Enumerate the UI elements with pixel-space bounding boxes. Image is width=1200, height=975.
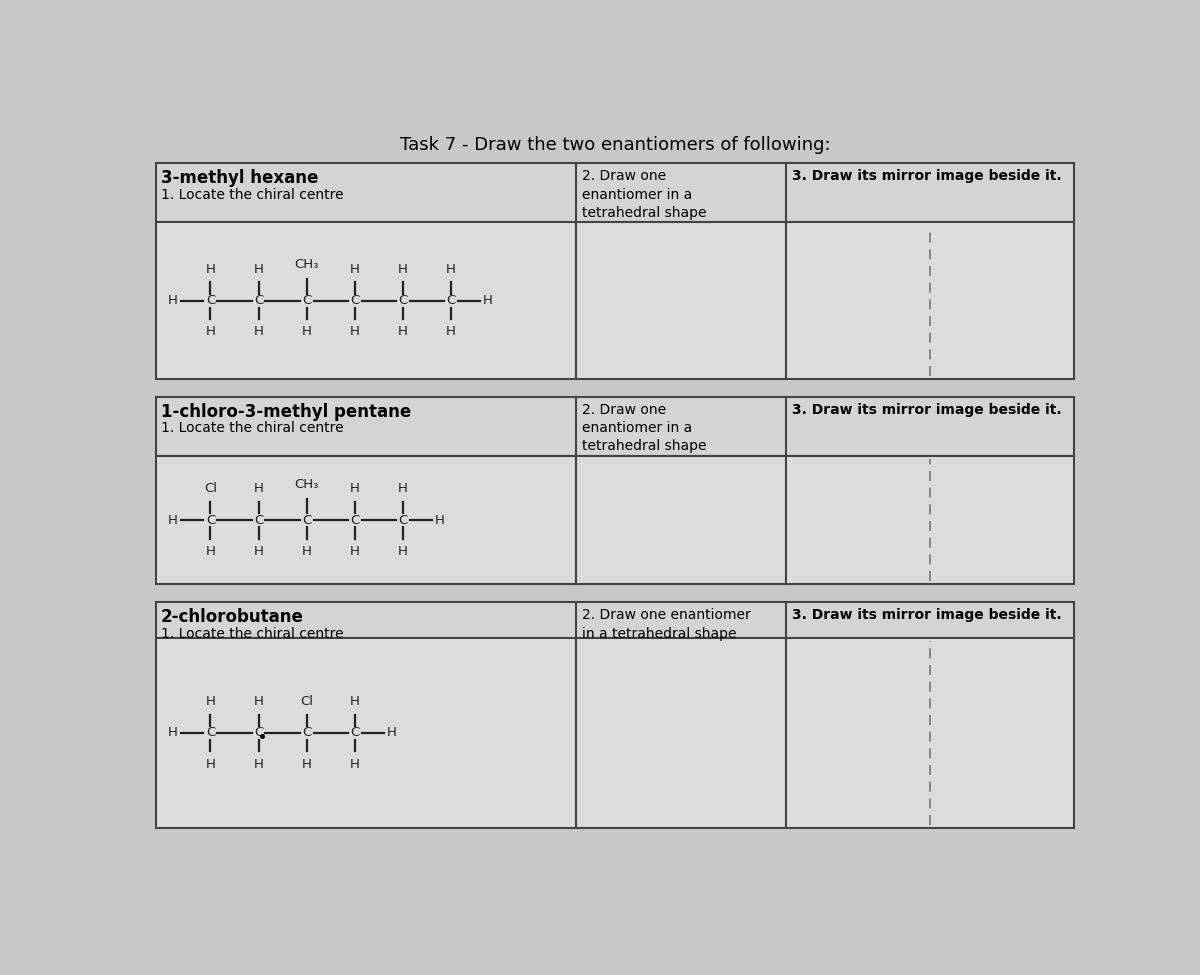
Text: C: C bbox=[254, 514, 263, 526]
Text: H: H bbox=[445, 263, 456, 276]
Text: C: C bbox=[302, 294, 311, 307]
Text: H: H bbox=[397, 483, 408, 495]
Bar bbox=[156, 222, 576, 379]
Text: H: H bbox=[397, 545, 408, 558]
Text: H: H bbox=[168, 514, 178, 526]
Bar bbox=[156, 163, 1074, 222]
Text: H: H bbox=[301, 758, 312, 770]
Text: H: H bbox=[205, 758, 215, 770]
Text: H: H bbox=[205, 545, 215, 558]
Text: H: H bbox=[349, 326, 360, 338]
Text: H: H bbox=[301, 545, 312, 558]
Text: H: H bbox=[205, 326, 215, 338]
Text: 1. Locate the chiral centre: 1. Locate the chiral centre bbox=[161, 188, 343, 202]
Bar bbox=[786, 639, 1074, 828]
Text: C: C bbox=[206, 514, 215, 526]
Text: C: C bbox=[398, 294, 407, 307]
Text: H: H bbox=[205, 263, 215, 276]
Bar bbox=[576, 222, 786, 379]
Text: H: H bbox=[349, 758, 360, 770]
Text: C: C bbox=[302, 726, 311, 739]
Text: H: H bbox=[168, 294, 178, 307]
Text: C: C bbox=[446, 294, 455, 307]
Text: H: H bbox=[301, 326, 312, 338]
Bar bbox=[576, 455, 786, 584]
Text: H: H bbox=[168, 726, 178, 739]
Text: 3-methyl hexane: 3-methyl hexane bbox=[161, 170, 318, 187]
Text: H: H bbox=[388, 726, 397, 739]
Text: C: C bbox=[206, 294, 215, 307]
Text: 2. Draw one
enantiomer in a
tetrahedral shape: 2. Draw one enantiomer in a tetrahedral … bbox=[582, 170, 707, 220]
Text: H: H bbox=[484, 294, 493, 307]
Text: H: H bbox=[253, 263, 264, 276]
Text: C: C bbox=[398, 514, 407, 526]
Text: C: C bbox=[350, 514, 359, 526]
Text: Task 7 - Draw the two enantiomers of following:: Task 7 - Draw the two enantiomers of fol… bbox=[400, 136, 830, 154]
Text: H: H bbox=[349, 695, 360, 709]
Text: 3. Draw its mirror image beside it.: 3. Draw its mirror image beside it. bbox=[792, 608, 1061, 622]
Text: H: H bbox=[253, 695, 264, 709]
Text: H: H bbox=[349, 483, 360, 495]
Text: H: H bbox=[397, 263, 408, 276]
Text: C: C bbox=[254, 726, 263, 739]
Bar bbox=[156, 603, 1074, 639]
Text: Cl: Cl bbox=[300, 695, 313, 709]
Bar bbox=[156, 455, 576, 584]
Text: 3. Draw its mirror image beside it.: 3. Draw its mirror image beside it. bbox=[792, 170, 1061, 183]
Text: H: H bbox=[253, 326, 264, 338]
Text: 1. Locate the chiral centre: 1. Locate the chiral centre bbox=[161, 627, 343, 641]
Text: C: C bbox=[350, 726, 359, 739]
Text: 2. Draw one
enantiomer in a
tetrahedral shape: 2. Draw one enantiomer in a tetrahedral … bbox=[582, 403, 707, 453]
Text: H: H bbox=[397, 326, 408, 338]
Bar bbox=[156, 397, 1074, 455]
Bar bbox=[786, 222, 1074, 379]
Text: 2-chlorobutane: 2-chlorobutane bbox=[161, 608, 304, 626]
Text: C: C bbox=[350, 294, 359, 307]
Text: C: C bbox=[206, 726, 215, 739]
Text: H: H bbox=[349, 263, 360, 276]
Text: H: H bbox=[349, 545, 360, 558]
Text: H: H bbox=[253, 483, 264, 495]
Text: H: H bbox=[436, 514, 445, 526]
Text: H: H bbox=[445, 326, 456, 338]
Bar bbox=[576, 639, 786, 828]
Text: H: H bbox=[253, 758, 264, 770]
Text: H: H bbox=[205, 695, 215, 709]
Text: 2. Draw one enantiomer
in a tetrahedral shape: 2. Draw one enantiomer in a tetrahedral … bbox=[582, 608, 751, 641]
Text: 1. Locate the chiral centre: 1. Locate the chiral centre bbox=[161, 421, 343, 435]
Bar bbox=[156, 639, 576, 828]
Text: C: C bbox=[302, 514, 311, 526]
Text: H: H bbox=[253, 545, 264, 558]
Text: 1-chloro-3-methyl pentane: 1-chloro-3-methyl pentane bbox=[161, 403, 412, 420]
Text: CH₃: CH₃ bbox=[294, 258, 319, 271]
Text: Cl: Cl bbox=[204, 483, 217, 495]
Text: C: C bbox=[254, 294, 263, 307]
Text: CH₃: CH₃ bbox=[294, 478, 319, 490]
Bar bbox=[786, 455, 1074, 584]
Text: 3. Draw its mirror image beside it.: 3. Draw its mirror image beside it. bbox=[792, 403, 1061, 416]
